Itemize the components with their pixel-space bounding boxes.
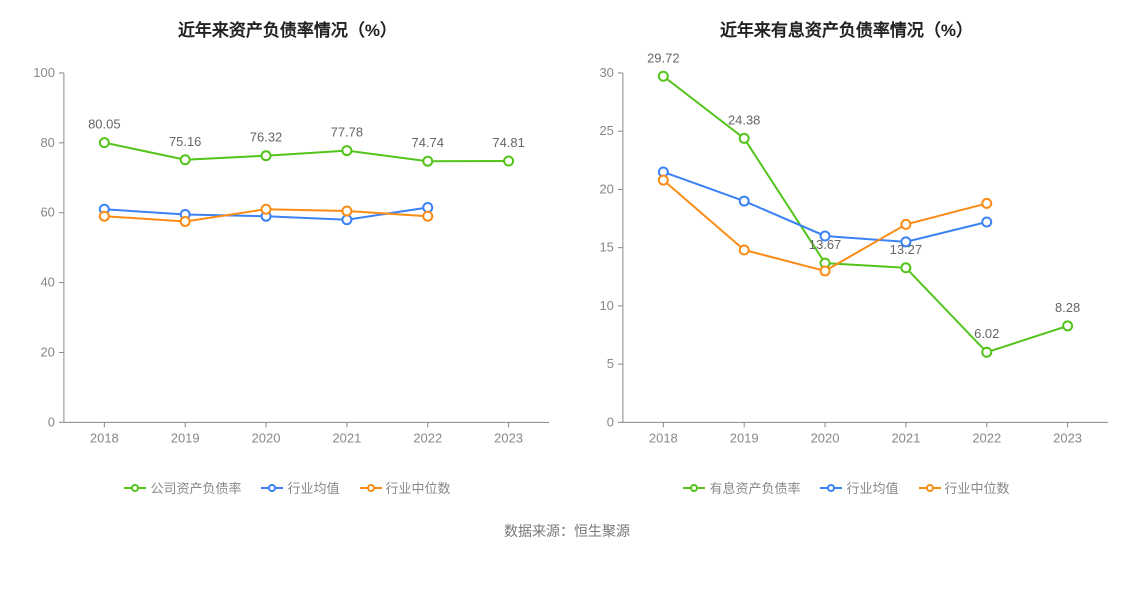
legend-item[interactable]: 行业均值: [820, 478, 898, 497]
legend-label: 行业均值: [846, 478, 898, 497]
svg-text:25: 25: [599, 123, 613, 138]
svg-text:15: 15: [599, 240, 613, 255]
svg-text:2021: 2021: [332, 430, 361, 445]
svg-text:20: 20: [599, 181, 613, 196]
legend-item[interactable]: 行业均值: [261, 478, 339, 497]
right-chart-title: 近年来有息资产负债率情况（%）: [567, 16, 1126, 41]
svg-text:10: 10: [599, 298, 613, 313]
svg-text:8.28: 8.28: [1055, 300, 1080, 315]
svg-text:29.72: 29.72: [647, 51, 679, 65]
left-chart-title: 近年来资产负债率情况（%）: [8, 16, 567, 41]
legend-swatch-icon: [683, 483, 705, 493]
svg-text:2023: 2023: [1053, 430, 1082, 445]
legend-label: 有息资产负债率: [709, 478, 800, 497]
legend-swatch-icon: [261, 483, 283, 493]
svg-text:77.78: 77.78: [331, 125, 363, 140]
svg-text:80: 80: [40, 135, 54, 150]
svg-text:2020: 2020: [811, 430, 840, 445]
legend-swatch-icon: [360, 483, 382, 493]
svg-text:75.16: 75.16: [169, 134, 201, 149]
svg-text:2019: 2019: [730, 430, 759, 445]
svg-text:2018: 2018: [90, 430, 119, 445]
legend-item[interactable]: 有息资产负债率: [683, 478, 800, 497]
svg-text:100: 100: [33, 65, 55, 80]
left-chart-legend: 公司资产负债率 行业均值 行业中位数: [8, 474, 567, 497]
right-chart-legend: 有息资产负债率 行业均值 行业中位数: [567, 474, 1126, 497]
legend-item[interactable]: 行业中位数: [360, 478, 451, 497]
legend-swatch-icon: [919, 483, 941, 493]
left-chart-svg: 0 20 40 60 80 100 2018 2019 2020 2021 2022 2023 80.0…: [8, 51, 567, 460]
svg-text:74.74: 74.74: [412, 135, 444, 150]
svg-text:2018: 2018: [649, 430, 678, 445]
svg-text:40: 40: [40, 275, 54, 290]
svg-text:5: 5: [607, 356, 614, 371]
legend-item[interactable]: 公司资产负债率: [124, 478, 241, 497]
svg-text:0: 0: [48, 414, 55, 429]
svg-text:2022: 2022: [972, 430, 1001, 445]
svg-text:30: 30: [599, 65, 613, 80]
legend-label: 行业中位数: [945, 478, 1010, 497]
left-chart-panel: 近年来资产负债率情况（%） 0 20 40 60 80 100 2018 2019 2020 20…: [8, 12, 567, 497]
svg-text:2019: 2019: [171, 430, 200, 445]
charts-row: 近年来资产负债率情况（%） 02040608010020182019202020…: [8, 12, 1126, 497]
data-source-label: 数据来源：恒生聚源: [8, 521, 1126, 541]
legend-swatch-icon: [124, 483, 146, 493]
svg-text:60: 60: [40, 205, 54, 220]
svg-text:80.05: 80.05: [88, 117, 120, 132]
svg-text:24.38: 24.38: [728, 112, 760, 127]
svg-text:76.32: 76.32: [250, 130, 282, 145]
svg-text:0: 0: [607, 414, 614, 429]
svg-text:2022: 2022: [413, 430, 442, 445]
right-chart-svg: 0 5 10 15 20 25 30 2018 2019 2020 2021 2022 2023 29.7…: [567, 51, 1126, 460]
right-chart-panel: 近年来有息资产负债率情况（%） 0 5 10 15 20 25 30 2018 2019 2020…: [567, 12, 1126, 497]
svg-text:2021: 2021: [891, 430, 920, 445]
left-chart-area: 0 20 40 60 80 100 2018 2019 2020 2021 2022 2023 80.0…: [8, 51, 567, 460]
svg-text:2023: 2023: [494, 430, 523, 445]
legend-swatch-icon: [820, 483, 842, 493]
right-chart-area: 0 5 10 15 20 25 30 2018 2019 2020 2021 2022 2023 29.7…: [567, 51, 1126, 460]
legend-label: 公司资产负债率: [150, 478, 241, 497]
svg-text:2020: 2020: [252, 430, 281, 445]
svg-text:74.81: 74.81: [492, 135, 524, 150]
svg-text:20: 20: [40, 344, 54, 359]
legend-label: 行业中位数: [386, 478, 451, 497]
legend-label: 行业均值: [287, 478, 339, 497]
svg-text:6.02: 6.02: [974, 326, 999, 341]
legend-item[interactable]: 行业中位数: [919, 478, 1010, 497]
